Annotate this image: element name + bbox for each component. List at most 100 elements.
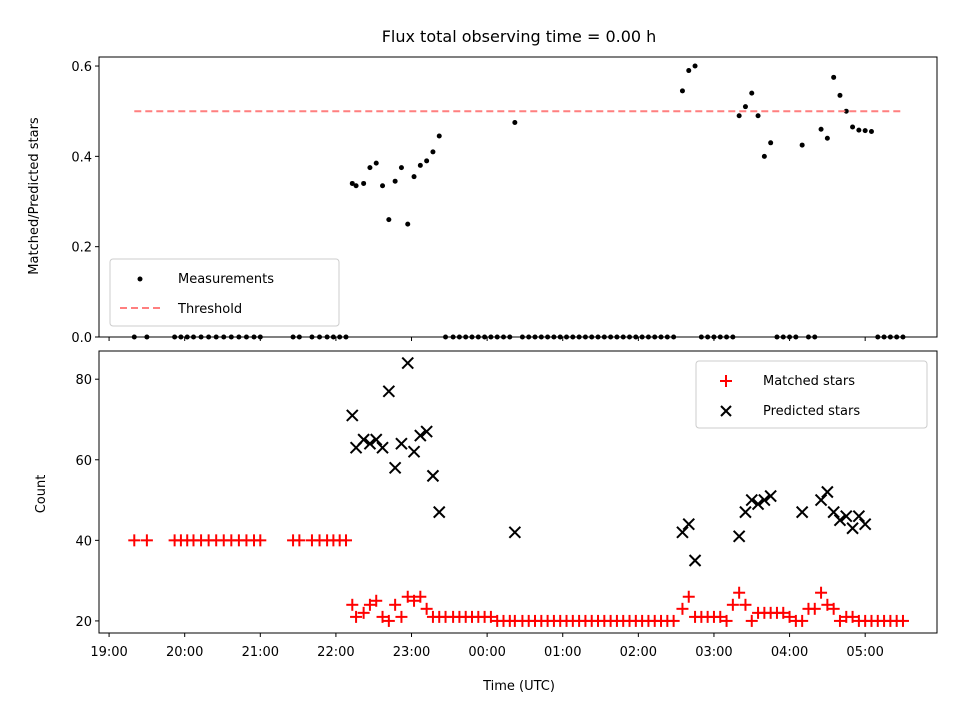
matched-star-point xyxy=(733,586,746,599)
top-y-tick-label: 0.2 xyxy=(71,241,92,256)
matched-star-point xyxy=(846,610,859,623)
predicted-star-point xyxy=(420,425,433,438)
predicted-star-point xyxy=(739,505,752,519)
measurement-point xyxy=(392,178,398,184)
x-tick-label: 00:00 xyxy=(468,645,505,660)
measurement-point xyxy=(768,140,774,146)
predicted-star-point xyxy=(821,485,834,499)
matched-star-point xyxy=(128,534,141,547)
predicted-star-point xyxy=(833,513,847,527)
matched-star-point xyxy=(676,602,689,615)
predicted-star-point xyxy=(682,518,695,531)
measurement-point xyxy=(837,92,843,98)
predicted-star-point xyxy=(732,530,746,543)
measurement-point xyxy=(398,165,404,171)
predicted-star-point xyxy=(764,489,777,503)
predicted-star-point xyxy=(846,522,859,535)
bottom-y-tick-label: 60 xyxy=(75,454,92,469)
top-legend-box xyxy=(109,258,340,327)
matched-star-point xyxy=(376,610,389,623)
measurement-point xyxy=(353,183,359,189)
matched-star-point xyxy=(745,614,758,627)
matched-star-point xyxy=(667,614,680,627)
measurement-point xyxy=(367,165,373,171)
measurement-point xyxy=(818,126,824,132)
predicted-star-point xyxy=(388,461,402,475)
chart-title: Flux total observing time = 0.00 h xyxy=(382,27,657,46)
measurement-point xyxy=(868,129,874,135)
predicted-star-point xyxy=(751,497,765,511)
predicted-star-point xyxy=(433,505,446,519)
matched-star-point xyxy=(815,586,828,599)
measurement-point xyxy=(736,113,742,119)
legend-matched-marker xyxy=(720,375,732,387)
predicted-star-point xyxy=(426,469,440,483)
measurement-point xyxy=(386,217,392,223)
measurement-point xyxy=(761,153,767,159)
matched-star-point xyxy=(833,614,846,627)
predicted-star-point xyxy=(852,509,866,523)
measurement-point xyxy=(799,142,805,148)
matched-star-point xyxy=(414,590,427,603)
predicted-star-point xyxy=(508,526,522,539)
legend-predicted-marker xyxy=(720,405,732,417)
legend-measurements-label: Measurements xyxy=(178,272,274,287)
matched-star-point xyxy=(370,594,383,607)
x-tick-label: 22:00 xyxy=(317,645,354,660)
matched-star-point xyxy=(896,614,909,627)
matched-star-point xyxy=(739,598,752,611)
matched-star-point xyxy=(726,598,739,611)
x-tick-label: 20:00 xyxy=(166,645,203,660)
matched-star-point xyxy=(714,610,727,623)
matched-star-point xyxy=(827,602,840,615)
predicted-star-point xyxy=(414,429,427,442)
bottom-axes-frame xyxy=(98,350,938,634)
predicted-star-point xyxy=(688,554,702,567)
predicted-star-point xyxy=(346,409,359,422)
measurement-point xyxy=(843,108,849,114)
top-legend: Measurements Threshold xyxy=(109,258,340,327)
predicted-star-point xyxy=(370,433,383,446)
predicted-star-point xyxy=(676,526,689,539)
predicted-star-point xyxy=(407,445,421,458)
measurement-point xyxy=(742,104,748,110)
bottom-y-tick-label: 40 xyxy=(75,534,92,549)
measurement-point xyxy=(749,90,755,96)
matched-star-point xyxy=(140,534,153,547)
x-axis-label: Time (UTC) xyxy=(482,679,555,694)
x-tick-label: 01:00 xyxy=(544,645,581,660)
measurement-point xyxy=(755,113,761,119)
measurement-point xyxy=(411,174,417,180)
measurement-point xyxy=(856,127,862,133)
predicted-star-point xyxy=(401,356,414,370)
predicted-star-point xyxy=(814,493,828,507)
top-y-tick-label: 0.0 xyxy=(71,331,92,346)
top-y-tick-label: 0.4 xyxy=(71,150,92,165)
x-tick-label: 04:00 xyxy=(771,645,808,660)
matched-star-point xyxy=(363,598,376,611)
bottom-y-axis-label: Count xyxy=(34,475,49,514)
measurement-point xyxy=(430,149,436,155)
predicted-star-point xyxy=(858,518,872,531)
predicted-star-point xyxy=(827,505,840,519)
matched-star-point xyxy=(720,614,733,627)
bottom-legend-box xyxy=(695,360,928,429)
matched-star-point xyxy=(808,602,821,615)
matched-star-point xyxy=(389,598,402,611)
measurement-point xyxy=(373,160,379,166)
x-tick-label: 23:00 xyxy=(393,645,430,660)
measurement-point xyxy=(349,180,355,186)
predicted-star-point xyxy=(363,437,377,450)
matched-star-point xyxy=(339,534,352,547)
predicted-star-point xyxy=(758,493,771,507)
predicted-star-point xyxy=(745,493,758,507)
measurement-point xyxy=(380,183,386,189)
predicted-star-point xyxy=(376,441,389,454)
matched-star-point xyxy=(484,610,497,623)
matched-star-point xyxy=(408,594,421,607)
matched-star-point xyxy=(401,590,414,603)
predicted-star-point xyxy=(395,437,408,450)
predicted-star-point xyxy=(795,505,809,519)
matched-star-point xyxy=(357,606,370,619)
measurement-point xyxy=(436,133,442,139)
